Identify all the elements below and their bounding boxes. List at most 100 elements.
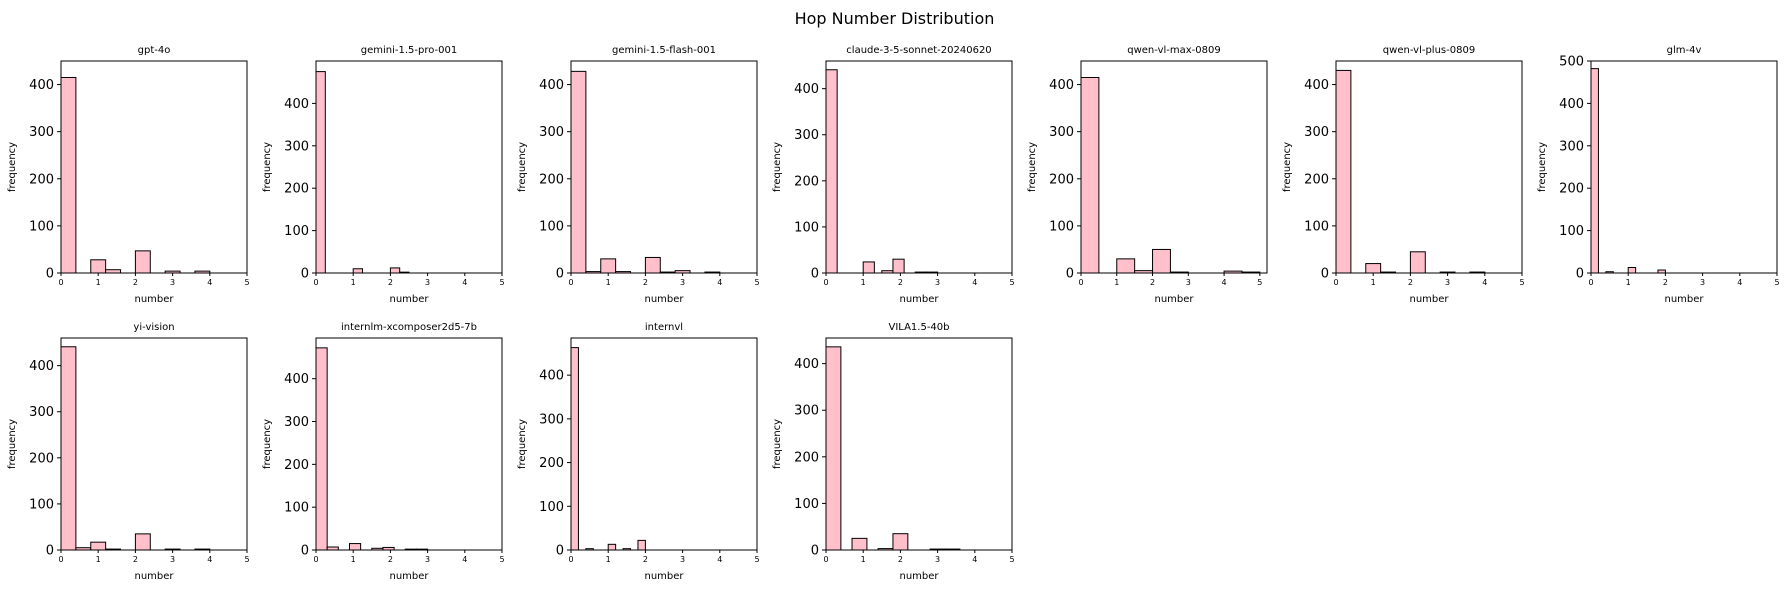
y-tick-label: 0 [46,544,54,559]
x-tick-label: 3 [1700,278,1705,287]
y-tick-label: 0 [46,267,54,282]
x-axis-label: number [644,571,684,582]
x-tick-label: 5 [1774,278,1779,287]
y-tick-label: 200 [1559,182,1584,197]
subplot-title: qwen-vl-max-0809 [1127,45,1221,56]
axes-frame [1335,60,1523,274]
y-tick-label: 200 [1304,172,1329,187]
x-tick-label: 1 [96,555,101,564]
y-tick-label: 300 [539,412,564,427]
x-axis-label: number [134,571,174,582]
y-tick-label: 400 [794,82,819,97]
subplot-10: internvl 0 100 200 300 400 0 1 2 3 4 5 number frequen… [517,322,760,582]
y-tick-label: 200 [1049,172,1074,187]
y-tick-label: 0 [1066,267,1074,282]
y-tick-label: 100 [794,497,819,512]
y-tick-label: 0 [811,544,819,559]
subplot-6: qwen-vl-plus-0809 0 100 200 300 400 0 1 2 3 4 5 numb… [1282,45,1525,305]
axes-frame [825,337,1013,551]
x-tick-label: 3 [170,555,175,564]
histogram-bar [600,258,617,274]
x-tick-label: 2 [133,278,138,287]
histogram-bar [60,76,77,274]
y-tick-label: 400 [29,78,54,93]
subplot-title: yi-vision [133,322,174,333]
x-tick-label: 2 [388,278,393,287]
y-tick-label: 400 [284,97,309,112]
y-axis-label: frequency [772,419,783,469]
x-tick-label: 4 [207,278,212,287]
subplot-7: glm-4v 0 100 200 300 400 500 0 1 2 3 4 5 number freque… [1537,45,1780,305]
axes-frame [60,60,248,274]
histogram-bar [892,533,909,551]
x-tick-label: 4 [1482,278,1487,287]
x-tick-label: 5 [499,555,504,564]
x-tick-label: 2 [1408,278,1413,287]
histogram-bar [315,347,328,551]
histogram-bar [1590,68,1599,274]
y-tick-label: 0 [301,267,309,282]
y-tick-label: 400 [539,78,564,93]
x-tick-label: 0 [313,555,318,564]
subplot-4: claude-3-5-sonnet-20240620 0 100 200 300 400 0… [772,45,1015,305]
histogram-bar [1080,76,1100,274]
y-tick-label: 100 [539,500,564,515]
x-tick-label: 3 [680,278,685,287]
y-tick-label: 200 [794,450,819,465]
y-tick-label: 200 [284,458,309,473]
y-tick-label: 0 [301,544,309,559]
histogram-bar [1116,258,1136,274]
x-tick-label: 4 [717,555,722,564]
x-tick-label: 5 [499,278,504,287]
y-tick-label: 100 [794,220,819,235]
axes-frame [315,60,503,274]
histogram-bar [644,256,661,274]
subplot-title: VILA1.5-40b [888,322,949,333]
x-tick-label: 1 [351,278,356,287]
y-tick-label: 500 [1559,55,1584,70]
x-tick-label: 1 [351,555,356,564]
subplot-title: internlm-xcomposer2d5-7b [341,322,477,333]
x-tick-label: 0 [568,555,573,564]
y-tick-label: 300 [794,404,819,419]
histogram-bar [389,267,401,274]
subplot-5: qwen-vl-max-0809 0 100 200 300 400 0 1 2 3 4 5 numbe… [1027,45,1268,305]
x-tick-label: 5 [1009,278,1014,287]
y-tick-label: 300 [29,125,54,140]
subplot-2: gemini-1.5-pro-001 0 100 200 300 400 0 1 2 3 4 5 num… [262,45,505,305]
x-axis-label: number [389,294,429,305]
y-tick-label: 400 [539,369,564,384]
y-tick-label: 300 [1049,125,1074,140]
y-tick-label: 200 [284,182,309,197]
y-tick-label: 400 [1559,97,1584,112]
subplot-title: gpt-4o [138,45,171,56]
y-axis-label: frequency [517,142,528,192]
subplot-1: gpt-4o 0 100 200 300 400 0 1 2 3 4 5 number frequency [7,45,250,305]
y-tick-label: 0 [556,544,564,559]
x-tick-label: 1 [606,278,611,287]
x-tick-label: 1 [861,278,866,287]
y-axis-label: frequency [7,419,18,469]
x-tick-label: 4 [717,278,722,287]
histogram-bar [1335,69,1352,274]
y-tick-label: 300 [1304,125,1329,140]
subplot-title: qwen-vl-plus-0809 [1383,45,1475,56]
y-tick-label: 400 [1049,78,1074,93]
y-tick-label: 200 [29,451,54,466]
x-tick-label: 1 [606,555,611,564]
x-tick-label: 0 [313,278,318,287]
histogram-bar [607,543,617,551]
y-axis-label: frequency [1537,142,1548,192]
x-tick-label: 0 [823,555,828,564]
x-tick-label: 4 [1737,278,1742,287]
histogram-bar [1365,263,1382,274]
x-tick-label: 1 [1626,278,1631,287]
x-tick-label: 0 [568,278,573,287]
y-tick-label: 300 [1559,139,1584,154]
x-tick-label: 4 [972,555,977,564]
histogram-bar [570,347,579,551]
x-tick-label: 1 [96,278,101,287]
axes-frame [825,60,1013,274]
histogram-bar [851,537,868,551]
histogram-bar [90,259,107,274]
